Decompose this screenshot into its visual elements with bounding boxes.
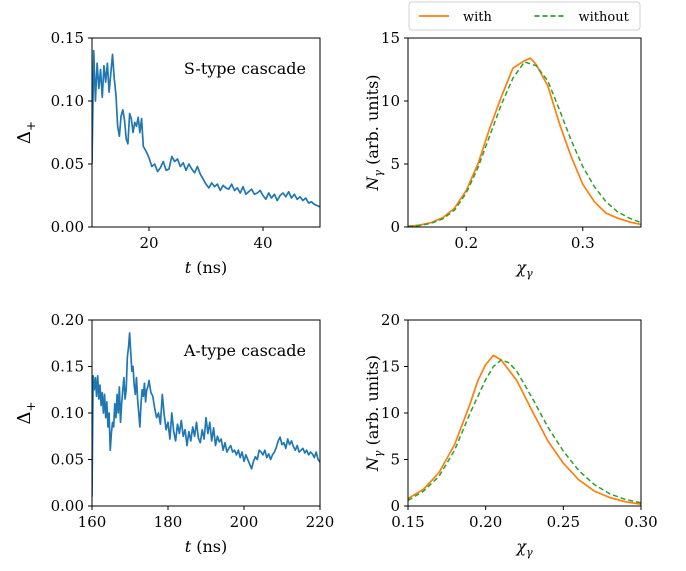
x-tick-label: 160 (78, 513, 107, 531)
y-axis-label: Δ+ (14, 401, 38, 424)
y-axis-label-subscript: + (24, 401, 38, 411)
annotation-text: A-type cascade (183, 341, 306, 360)
y-tick-label: 0.05 (51, 451, 84, 469)
y-tick-label: 10 (381, 92, 400, 110)
legend-box (408, 1, 641, 31)
y-tick-label: 0.05 (51, 155, 84, 173)
annotation-text: S-type cascade (184, 59, 306, 78)
y-tick-label: 15 (381, 358, 400, 376)
x-axis-label-symbol: χ (515, 258, 527, 277)
x-tick-label: 40 (253, 234, 272, 252)
y-axis-label: Δ+ (14, 121, 38, 144)
x-axis-label-unit: (ns) (191, 537, 227, 556)
x-axis-label: χγ (515, 537, 533, 559)
x-axis-label-symbol: t (185, 537, 192, 556)
y-tick-label: 5 (390, 155, 400, 173)
x-tick-label: 0.2 (454, 234, 478, 252)
axes-frame (407, 319, 642, 507)
y-tick-label: 20 (381, 311, 400, 329)
y-axis-label-symbol: Δ (14, 412, 35, 425)
subplot-1: 20 40 0.00 0.05 0.10 0.15 t (ns) Δ+ S-type casca… (14, 29, 321, 277)
y-axis-label-symbol: N (363, 456, 382, 472)
y-axis-label-subscript: γ (372, 170, 385, 177)
y-axis-label-subscript: + (24, 121, 38, 131)
x-axis-label-subscript: γ (526, 267, 533, 280)
y-tick-label: 0.15 (51, 29, 84, 47)
y-tick-label: 0.00 (51, 497, 84, 515)
series-line-series-1 (92, 49, 320, 208)
subplot-3: 160 180 200 220 0.00 0.05 0.10 0.15 0.20 t (ns) Δ+… (14, 311, 334, 556)
y-axis-label: Nγ (arb. units) (363, 355, 385, 472)
x-tick-label: 200 (230, 513, 259, 531)
x-axis-label-symbol: t (185, 258, 192, 277)
y-axis-label-subscript: γ (372, 450, 385, 457)
series-line-without (408, 61, 641, 227)
legend-label-with: with (463, 10, 493, 25)
x-tick-label: 0.15 (391, 513, 424, 531)
y-tick-label: 5 (390, 451, 400, 469)
y-tick-label: 0.10 (51, 404, 84, 422)
x-tick-label: 0.30 (624, 513, 657, 531)
y-tick-label: 0 (390, 497, 400, 515)
x-axis-label: t (ns) (185, 537, 228, 556)
x-axis-label-symbol: χ (515, 537, 527, 556)
legend: with without (408, 1, 641, 31)
series-line-series-1 (92, 332, 320, 497)
y-tick-label: 10 (381, 404, 400, 422)
y-axis-label-symbol: N (363, 176, 382, 192)
x-tick-label: 180 (154, 513, 183, 531)
x-axis-label-subscript: γ (526, 546, 533, 559)
x-tick-label: 0.20 (469, 513, 502, 531)
series-line-with (408, 354, 641, 505)
y-tick-label: 0.10 (51, 92, 84, 110)
axes-frame (407, 37, 642, 228)
x-axis-label: χγ (515, 258, 533, 280)
series-line-without (408, 359, 641, 504)
x-tick-label: 0.3 (571, 234, 595, 252)
y-tick-label: 0 (390, 218, 400, 236)
y-axis-label: Nγ (arb. units) (363, 74, 385, 191)
x-tick-label: 220 (306, 513, 335, 531)
x-tick-label: 20 (139, 234, 158, 252)
series-line-with (408, 57, 641, 227)
y-axis-label-symbol: Δ (14, 131, 35, 144)
y-tick-label: 0.00 (51, 218, 84, 236)
y-axis-label-unit: (arb. units) (363, 74, 382, 170)
y-tick-label: 0.20 (51, 311, 84, 329)
x-axis-label: t (ns) (185, 258, 228, 277)
x-axis-label-unit: (ns) (191, 258, 227, 277)
y-axis-label-unit: (arb. units) (363, 355, 382, 451)
legend-label-without: without (579, 10, 630, 25)
y-tick-label: 0.15 (51, 358, 84, 376)
x-tick-label: 0.25 (547, 513, 580, 531)
axes-frame (91, 37, 321, 228)
y-tick-label: 15 (381, 29, 400, 47)
